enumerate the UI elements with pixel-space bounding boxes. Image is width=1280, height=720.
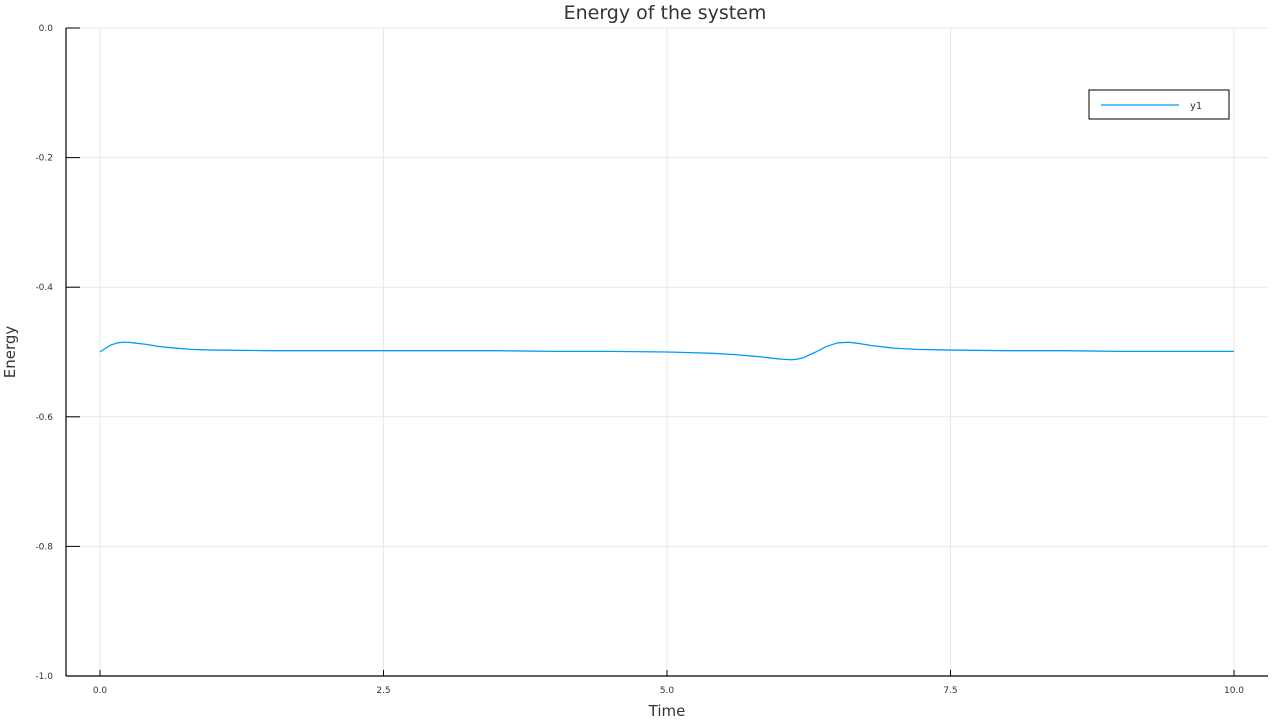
y-tick-label: -0.6 [35, 413, 53, 423]
y-tick-label: -0.8 [35, 542, 53, 552]
x-tick-label: 7.5 [943, 686, 957, 696]
legend: y1 [1088, 89, 1230, 120]
x-tick-label: 0.0 [93, 686, 108, 696]
y-tick-label: -1.0 [35, 672, 53, 682]
series-layer [99, 341, 1234, 361]
x-tick-label: 2.5 [376, 686, 390, 696]
y-axis-title: Energy [1, 326, 19, 379]
x-axis-title: Time [648, 702, 686, 720]
x-tick-label: 10.0 [1224, 686, 1244, 696]
y-tick-label: 0.0 [39, 24, 54, 34]
series-line-y1 [99, 341, 1234, 361]
y-tick-label: -0.4 [35, 283, 53, 293]
chart-title: Energy of the system [564, 2, 767, 24]
ticks-layer: 0.0 2.5 5.0 7.5 10.0 0.0 -0.2 -0.4 -0.6 -0.8 -1.0 [35, 24, 1244, 696]
legend-label-y1: y1 [1190, 101, 1202, 112]
x-tick-label: 5.0 [660, 686, 675, 696]
y-tick-label: -0.2 [35, 154, 53, 164]
